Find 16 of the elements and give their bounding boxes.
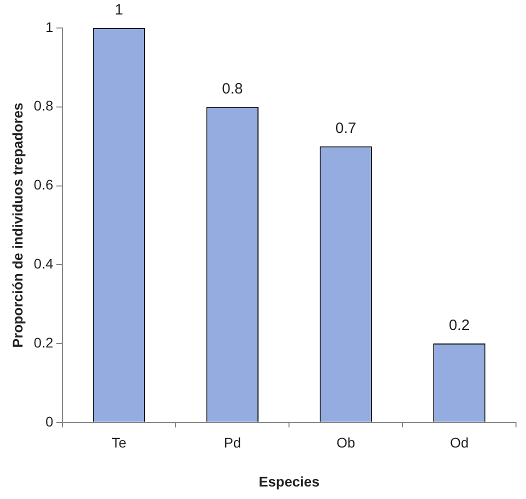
data-label: 0.2 [448,317,470,334]
y-tick-label: 0.4 [34,256,54,272]
x-tick-label: Te [112,434,127,451]
x-tick-label: Pd [224,434,241,451]
data-label: 1 [114,2,124,19]
y-tick-label: 0 [45,413,54,430]
data-label: 0.8 [222,80,243,98]
y-tick-label: 0.8 [34,98,54,114]
y-tick-label: 1 [45,18,54,35]
x-tick-label: Od [450,434,469,451]
x-axis-title: Especies [258,473,320,490]
x-tick-label: Ob [336,434,356,451]
y-tick-label: 0.6 [34,176,54,193]
data-label: 0.7 [335,120,356,137]
y-tick-label: 0.2 [34,334,54,350]
y-axis-title: Proporción de individuos trepadores [9,102,26,348]
